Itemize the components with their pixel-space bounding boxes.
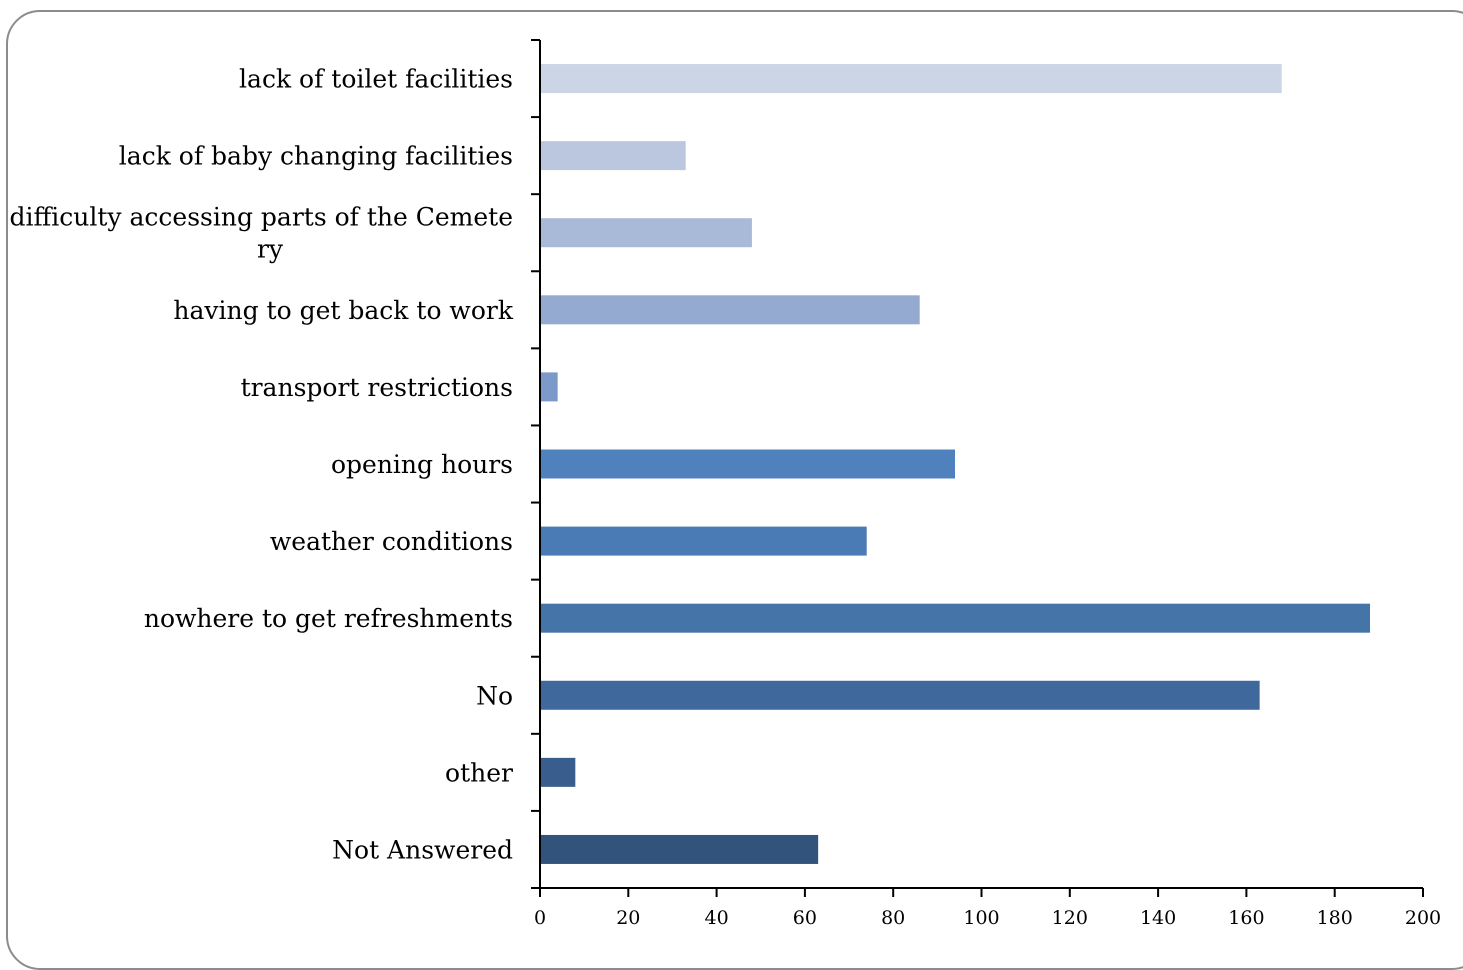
bar-chart: lack of toilet facilities lack of baby ch…: [10, 39, 1442, 929]
axes-group: [531, 39, 1424, 897]
x-tick-label: 160: [1228, 907, 1264, 929]
bar: [540, 757, 576, 787]
category-label: lack of toilet facilities: [239, 65, 513, 94]
category-label: lack of baby changing facilities: [119, 142, 513, 171]
bar: [540, 141, 686, 171]
category-label: nowhere to get refreshments: [144, 604, 513, 633]
category-label: opening hours: [331, 450, 513, 479]
category-label: No: [476, 681, 513, 710]
x-tick-label: 200: [1405, 907, 1441, 929]
x-tick-label: 140: [1140, 907, 1176, 929]
labels-group: lack of toilet facilities lack of baby ch…: [10, 65, 1442, 929]
bar: [540, 64, 1282, 94]
x-tick-label: 80: [881, 907, 905, 929]
category-label: having to get back to work: [173, 296, 513, 325]
category-label: ry: [257, 235, 284, 264]
bar: [540, 218, 752, 248]
bar: [540, 526, 867, 556]
chart-frame: [6, 10, 1463, 970]
x-tick-label: 120: [1052, 907, 1088, 929]
x-tick-label: 180: [1317, 907, 1353, 929]
category-label: weather conditions: [270, 527, 513, 556]
category-label: Not Answered: [332, 835, 513, 864]
bars-group: [540, 64, 1371, 864]
bar: [540, 295, 920, 325]
category-label: transport restrictions: [241, 373, 513, 402]
x-tick-label: 60: [793, 907, 817, 929]
category-label: other: [445, 758, 513, 787]
x-tick-label: 100: [963, 907, 999, 929]
bar: [540, 834, 819, 864]
x-tick-label: 0: [534, 907, 546, 929]
bar: [540, 680, 1260, 710]
category-label: difficulty accessing parts of the Cemete: [10, 203, 513, 232]
bar: [540, 603, 1371, 633]
bar: [540, 372, 558, 402]
x-tick-label: 20: [616, 907, 640, 929]
bar: [540, 449, 956, 479]
x-tick-label: 40: [705, 907, 729, 929]
